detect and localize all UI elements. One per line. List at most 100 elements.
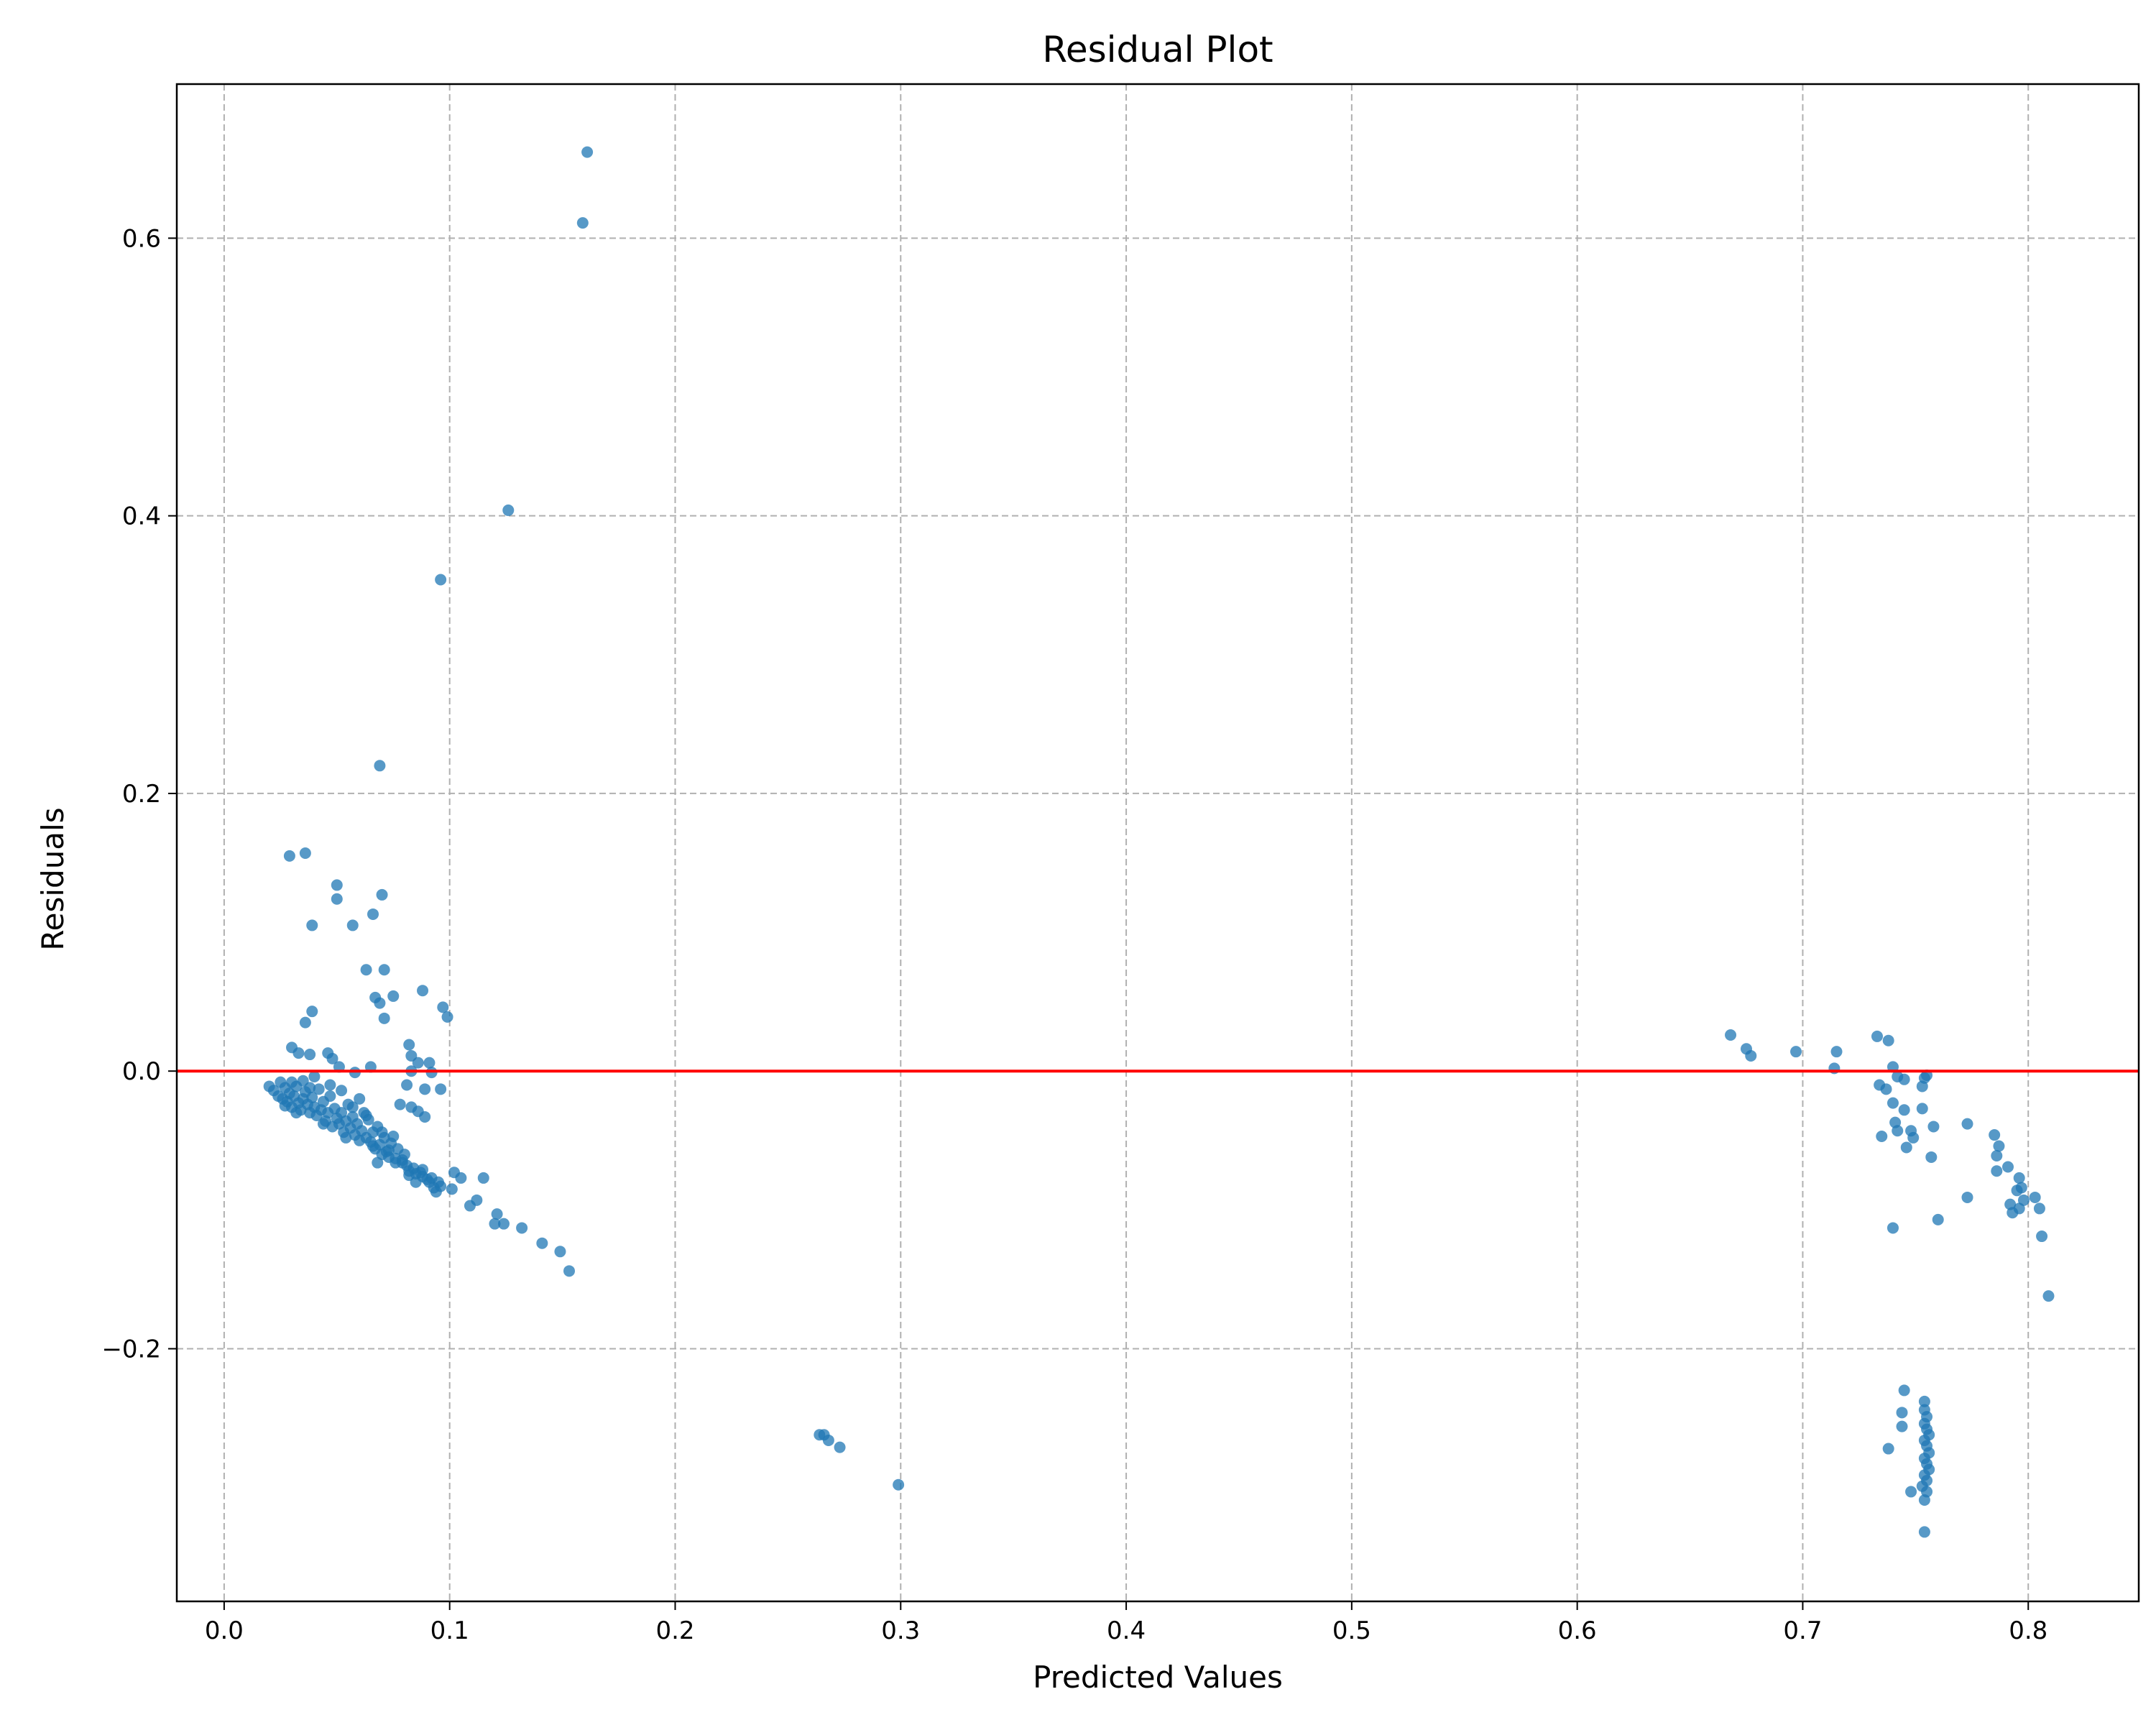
scatter-point xyxy=(412,1057,424,1069)
scatter-point xyxy=(1961,1191,1973,1203)
scatter-point xyxy=(1871,1030,1883,1042)
scatter-point xyxy=(360,1110,372,1122)
scatter-point xyxy=(471,1194,483,1206)
scatter-point xyxy=(441,1011,453,1023)
scatter-point xyxy=(2036,1230,2048,1243)
scatter-point xyxy=(403,1039,415,1051)
scatter-point xyxy=(304,1082,316,1094)
scatter-point xyxy=(2029,1191,2041,1203)
scatter-point xyxy=(346,919,359,932)
scatter-point xyxy=(331,879,343,891)
scatter-point xyxy=(331,893,343,905)
scatter-point xyxy=(376,1126,388,1138)
scatter-point xyxy=(275,1076,287,1088)
scatter-point xyxy=(1991,1165,2003,1177)
y-tick-label: 0.2 xyxy=(122,780,161,809)
scatter-point xyxy=(491,1208,503,1220)
scatter-point xyxy=(1880,1083,1892,1095)
scatter-point xyxy=(279,1100,291,1112)
scatter-point xyxy=(306,919,318,932)
scatter-point xyxy=(324,1079,336,1091)
scatter-point xyxy=(382,1144,395,1156)
x-tick-label: 0.1 xyxy=(430,1616,469,1645)
x-tick-label: 0.3 xyxy=(881,1616,920,1645)
scatter-point xyxy=(290,1107,303,1119)
scatter-point xyxy=(1896,1420,1908,1432)
scatter-point xyxy=(396,1154,408,1166)
scatter-point xyxy=(387,1130,400,1142)
scatter-point xyxy=(1989,1129,2001,1141)
scatter-point xyxy=(1886,1222,1899,1234)
scatter-point xyxy=(581,146,594,158)
scatter-point xyxy=(1900,1141,1912,1154)
scatter-point xyxy=(2015,1182,2027,1194)
scatter-point xyxy=(419,1110,431,1123)
scatter-point xyxy=(1916,1080,1928,1092)
scatter-point xyxy=(1991,1150,2003,1162)
scatter-point xyxy=(283,850,295,862)
scatter-point xyxy=(1918,1395,1930,1407)
scatter-point xyxy=(417,985,429,997)
scatter-point xyxy=(308,1070,321,1082)
y-tick-label: −0.2 xyxy=(101,1335,161,1363)
y-tick-label: 0.4 xyxy=(122,502,161,531)
scatter-point xyxy=(317,1118,329,1130)
scatter-point xyxy=(299,847,311,859)
y-tick-label: 0.6 xyxy=(122,224,161,253)
scatter-point xyxy=(346,1101,359,1113)
scatter-point xyxy=(2013,1172,2025,1184)
x-tick-label: 0.5 xyxy=(1332,1616,1371,1645)
scatter-point xyxy=(834,1441,846,1453)
scatter-point xyxy=(417,1164,429,1176)
scatter-point xyxy=(340,1131,352,1144)
scatter-point xyxy=(435,1083,447,1095)
scatter-point xyxy=(822,1434,834,1446)
scatter-point xyxy=(1790,1046,1802,1058)
scatter-point xyxy=(313,1083,325,1095)
scatter-point xyxy=(435,574,447,586)
x-tick-label: 0.4 xyxy=(1107,1616,1146,1645)
scatter-point xyxy=(374,760,386,772)
scatter-point xyxy=(304,1049,316,1061)
scatter-point xyxy=(299,1016,311,1029)
scatter-point xyxy=(1993,1140,2005,1152)
scatter-point xyxy=(419,1083,431,1095)
scatter-point xyxy=(1932,1213,1944,1225)
scatter-point xyxy=(1896,1407,1908,1419)
scatter-point xyxy=(410,1176,422,1188)
scatter-point xyxy=(563,1265,575,1277)
scatter-point xyxy=(372,1156,384,1169)
scatter-point xyxy=(292,1047,305,1059)
scatter-point xyxy=(378,1012,390,1024)
scatter-point xyxy=(1898,1384,1910,1397)
scatter-point xyxy=(1905,1486,1917,1498)
y-axis-title: Residuals xyxy=(35,807,70,950)
scatter-point xyxy=(1886,1097,1899,1109)
scatter-point xyxy=(437,1001,449,1013)
scatter-point xyxy=(576,217,589,229)
scatter-point xyxy=(360,964,372,976)
scatter-point xyxy=(498,1218,510,1230)
scatter-point xyxy=(516,1222,528,1234)
scatter-point xyxy=(387,990,400,1002)
y-tick-label: 0.0 xyxy=(122,1057,161,1086)
scatter-point xyxy=(455,1172,467,1184)
scatter-point xyxy=(502,504,515,516)
scatter-point xyxy=(1898,1073,1910,1085)
grid-lines xyxy=(177,84,2139,1601)
scatter-point xyxy=(554,1246,566,1258)
scatter-point xyxy=(1892,1125,1904,1137)
scatter-point xyxy=(354,1092,366,1105)
scatter-point xyxy=(376,888,388,901)
scatter-point xyxy=(374,997,386,1009)
data-points xyxy=(263,146,2055,1538)
scatter-point xyxy=(401,1079,413,1091)
scatter-point xyxy=(367,1140,379,1152)
scatter-point xyxy=(306,1091,318,1103)
scatter-point xyxy=(423,1057,436,1069)
x-tick-label: 0.6 xyxy=(1558,1616,1597,1645)
scatter-point xyxy=(2013,1202,2025,1215)
scatter-point xyxy=(326,1052,338,1064)
